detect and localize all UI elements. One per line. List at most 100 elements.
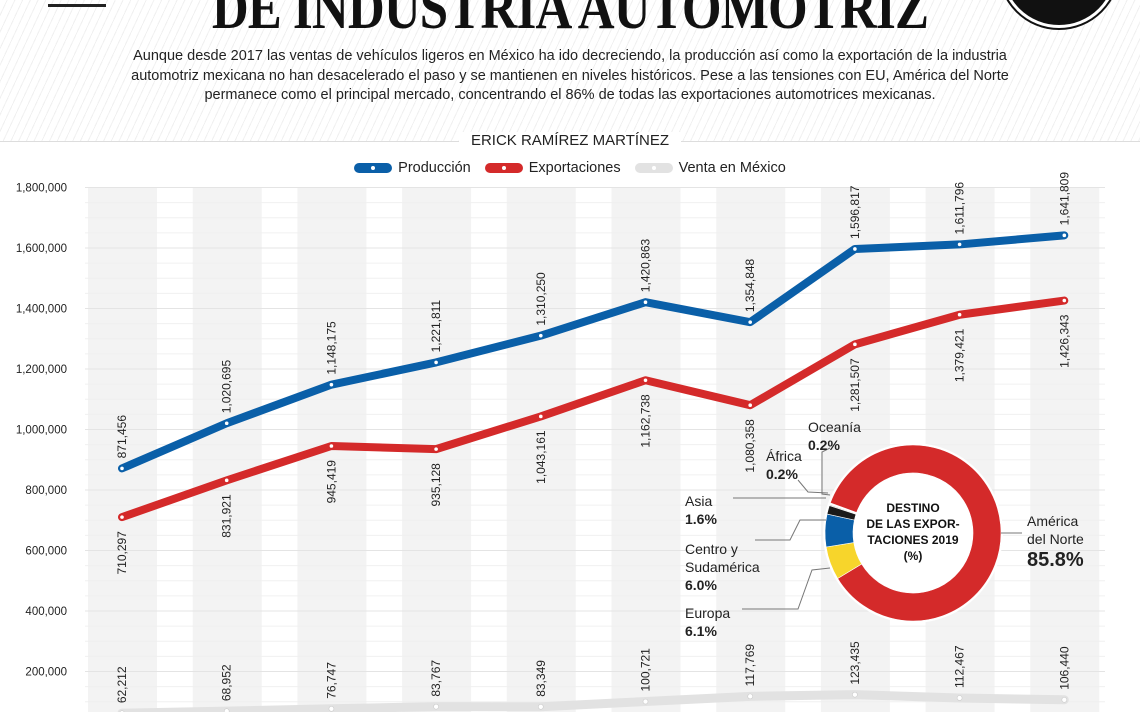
donut-label-name: del Norte	[1027, 531, 1084, 547]
data-point	[748, 320, 752, 324]
data-label: 871,456	[115, 415, 129, 459]
y-tick-label: 1,400,000	[16, 304, 67, 316]
data-label: 1,281,507	[848, 358, 862, 412]
data-label: 1,020,695	[220, 360, 234, 414]
data-point	[957, 242, 962, 247]
data-label: 62,212	[115, 666, 129, 703]
leader-line	[821, 447, 831, 496]
column-band	[716, 188, 786, 712]
donut-label-value: 6.1%	[685, 623, 717, 639]
donut-label-value: 0.2%	[766, 466, 798, 482]
legend-swatch	[354, 163, 393, 173]
data-point	[328, 705, 335, 712]
donut-label: Europa 6.1%	[685, 604, 730, 640]
data-label: 1,426,343	[1057, 314, 1071, 368]
data-label: 123,435	[848, 641, 862, 685]
data-point	[1062, 233, 1067, 238]
data-point	[853, 247, 857, 251]
data-label: 1,596,817	[848, 185, 862, 239]
donut-label-value: 1.6%	[685, 511, 717, 527]
data-point	[434, 447, 438, 451]
column-band	[611, 188, 681, 712]
data-label: 1,641,809	[1057, 172, 1071, 226]
data-label: 1,162,738	[639, 394, 653, 448]
leader-line	[797, 479, 829, 494]
data-point	[643, 378, 648, 383]
donut-label: América del Norte 85.8%	[1027, 512, 1084, 572]
data-label: 1,354,848	[743, 258, 757, 312]
legend-label: Producción	[398, 160, 471, 176]
data-point	[223, 708, 230, 712]
data-label: 117,769	[743, 644, 757, 687]
legend-label: Exportaciones	[528, 160, 621, 176]
legend-item-produccion: Producción	[354, 160, 471, 176]
data-point	[852, 691, 858, 698]
data-label: 1,080,358	[743, 419, 757, 473]
data-label: 83,767	[429, 660, 443, 697]
donut-label-value: 0.2%	[808, 437, 840, 453]
y-tick-label: 1,600,000	[16, 243, 67, 255]
data-label: 710,297	[115, 531, 129, 575]
legend-label: Venta en México	[678, 160, 786, 176]
data-label: 112,467	[953, 645, 967, 688]
column-band	[506, 188, 576, 712]
data-point	[224, 421, 229, 426]
data-point	[433, 703, 439, 710]
header-background	[0, 0, 1140, 142]
donut-slice-ocean-a	[829, 503, 857, 514]
donut-label-value: 85.8%	[1027, 549, 1084, 571]
data-point	[539, 414, 543, 419]
leader-line	[742, 567, 831, 610]
column-band	[1030, 188, 1100, 712]
y-tick-label: 1,000,000	[16, 425, 67, 437]
y-tick-label: 1,800,000	[16, 183, 67, 195]
data-point	[957, 312, 962, 317]
donut-label-value: 6.0%	[685, 577, 717, 593]
intro-text: Aunque desde 2017 las ventas de vehículo…	[131, 48, 1009, 103]
legend-swatch	[634, 163, 673, 173]
data-point	[120, 466, 124, 471]
series-line-exportaciones	[118, 296, 1069, 522]
data-label: 83,349	[534, 660, 548, 697]
data-label: 935,128	[429, 463, 443, 507]
data-label: 1,379,421	[953, 328, 967, 382]
donut-label-name: América	[1027, 513, 1079, 529]
data-label: 1,420,863	[639, 238, 653, 292]
data-label: 1,148,175	[324, 321, 338, 375]
author-byline: ERICK RAMÍREZ MARTÍNEZ	[0, 132, 1140, 149]
donut-title-line: DE LAS EXPOR-	[866, 517, 960, 531]
data-point	[642, 698, 649, 705]
y-tick-label: 800,000	[25, 485, 67, 497]
legend-item-venta: Venta en México	[634, 160, 786, 176]
donut-title-line: (%)	[903, 549, 923, 563]
donut-label: Asia 1.6%	[685, 492, 717, 528]
page-title: DE INDUSTRIA AUTOMOTRIZ	[211, 0, 929, 41]
column-band	[192, 188, 262, 712]
y-tick-label: 200,000	[25, 667, 67, 679]
donut-label: África 0.2%	[766, 447, 802, 483]
donut-label-name: Centro y	[685, 541, 738, 557]
donut-title: DESTINO DE LAS EXPOR- TACIONES 2019 (%)	[853, 500, 973, 564]
donut-slice-am-rica-del-norte	[829, 444, 1002, 622]
author-name: ERICK RAMÍREZ MARTÍNEZ	[458, 132, 682, 149]
data-point	[329, 382, 334, 387]
data-label: 1,043,161	[534, 430, 548, 484]
donut-label-name: Oceanía	[808, 419, 861, 435]
data-point	[748, 403, 752, 407]
series-line-venta	[117, 690, 1069, 712]
donut-title-line: DESTINO	[886, 501, 940, 515]
legend-swatch	[484, 163, 523, 173]
y-tick-label: 1,200,000	[16, 364, 67, 376]
data-point	[434, 360, 438, 365]
data-point	[120, 515, 124, 519]
y-tick-label: 400,000	[25, 606, 67, 618]
data-point	[537, 703, 544, 710]
column-band	[88, 188, 157, 712]
data-point	[853, 342, 857, 347]
legend: Producción Exportaciones Venta en México	[0, 160, 1140, 176]
donut-label-name: Sudamérica	[685, 559, 760, 575]
data-point	[329, 444, 334, 448]
data-label: 100,721	[639, 648, 653, 692]
legend-item-exportaciones: Exportaciones	[484, 160, 621, 176]
